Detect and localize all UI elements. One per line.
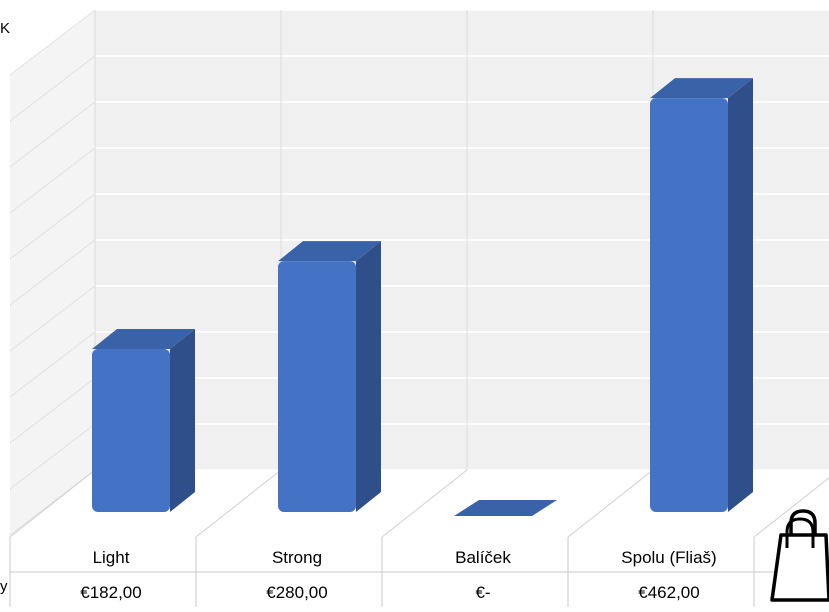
category-label: Light — [93, 548, 130, 567]
floor-divider — [195, 469, 282, 538]
gridline-side — [9, 423, 96, 490]
data-table: Light €182,00 Strong €280,00 Balíček €- Spolu … — [9, 537, 829, 607]
gridline-side — [9, 331, 96, 398]
bar-3 — [650, 98, 728, 512]
truncated-label-top-left: K — [0, 20, 11, 37]
bars — [92, 78, 753, 516]
category-label: Spolu (Fliaš) — [621, 548, 716, 567]
floor-divider — [9, 469, 96, 538]
floor-divider — [567, 469, 654, 538]
bar-top-1 — [278, 241, 381, 262]
gridline-side — [9, 239, 96, 306]
gridline-side — [9, 147, 96, 214]
side-wall — [10, 10, 95, 537]
gridline-side — [9, 101, 96, 168]
bar-0 — [92, 348, 170, 512]
floor-divider — [381, 469, 468, 538]
gridline-side — [9, 285, 96, 352]
value-label: €462,00 — [638, 583, 699, 602]
bar-side-3 — [728, 78, 753, 512]
category-label: Strong — [272, 548, 322, 567]
value-label: €182,00 — [80, 583, 141, 602]
gridline-side — [9, 377, 96, 444]
category-label: Balíček — [455, 548, 511, 567]
gridline-side — [9, 55, 96, 122]
gridline-side — [9, 193, 96, 260]
truncated-label-bottom-left: y — [0, 578, 8, 595]
bar-side-0 — [170, 328, 195, 512]
value-label: €280,00 — [266, 583, 327, 602]
shopping-bag-icon — [770, 509, 829, 602]
bar-1 — [278, 261, 356, 512]
floor-divider — [753, 477, 829, 538]
bar-top-0 — [92, 328, 195, 349]
value-label: €- — [475, 583, 490, 602]
bar-2 — [454, 500, 557, 516]
bar-side-1 — [356, 241, 381, 512]
gridline-side — [9, 9, 96, 76]
bar-top-3 — [650, 78, 753, 99]
